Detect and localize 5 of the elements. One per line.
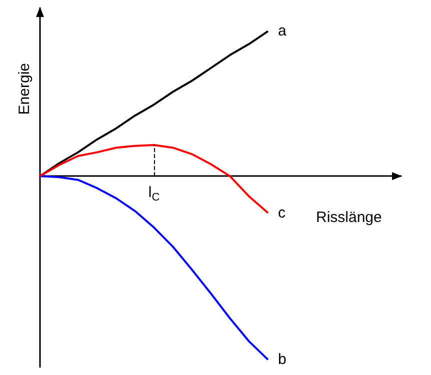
series-label: c <box>278 204 286 222</box>
x-axis-title: Risslänge <box>316 209 382 226</box>
y-axis-title: Energie <box>16 63 33 115</box>
series-label: b <box>278 351 286 368</box>
series-label: a <box>278 22 287 40</box>
